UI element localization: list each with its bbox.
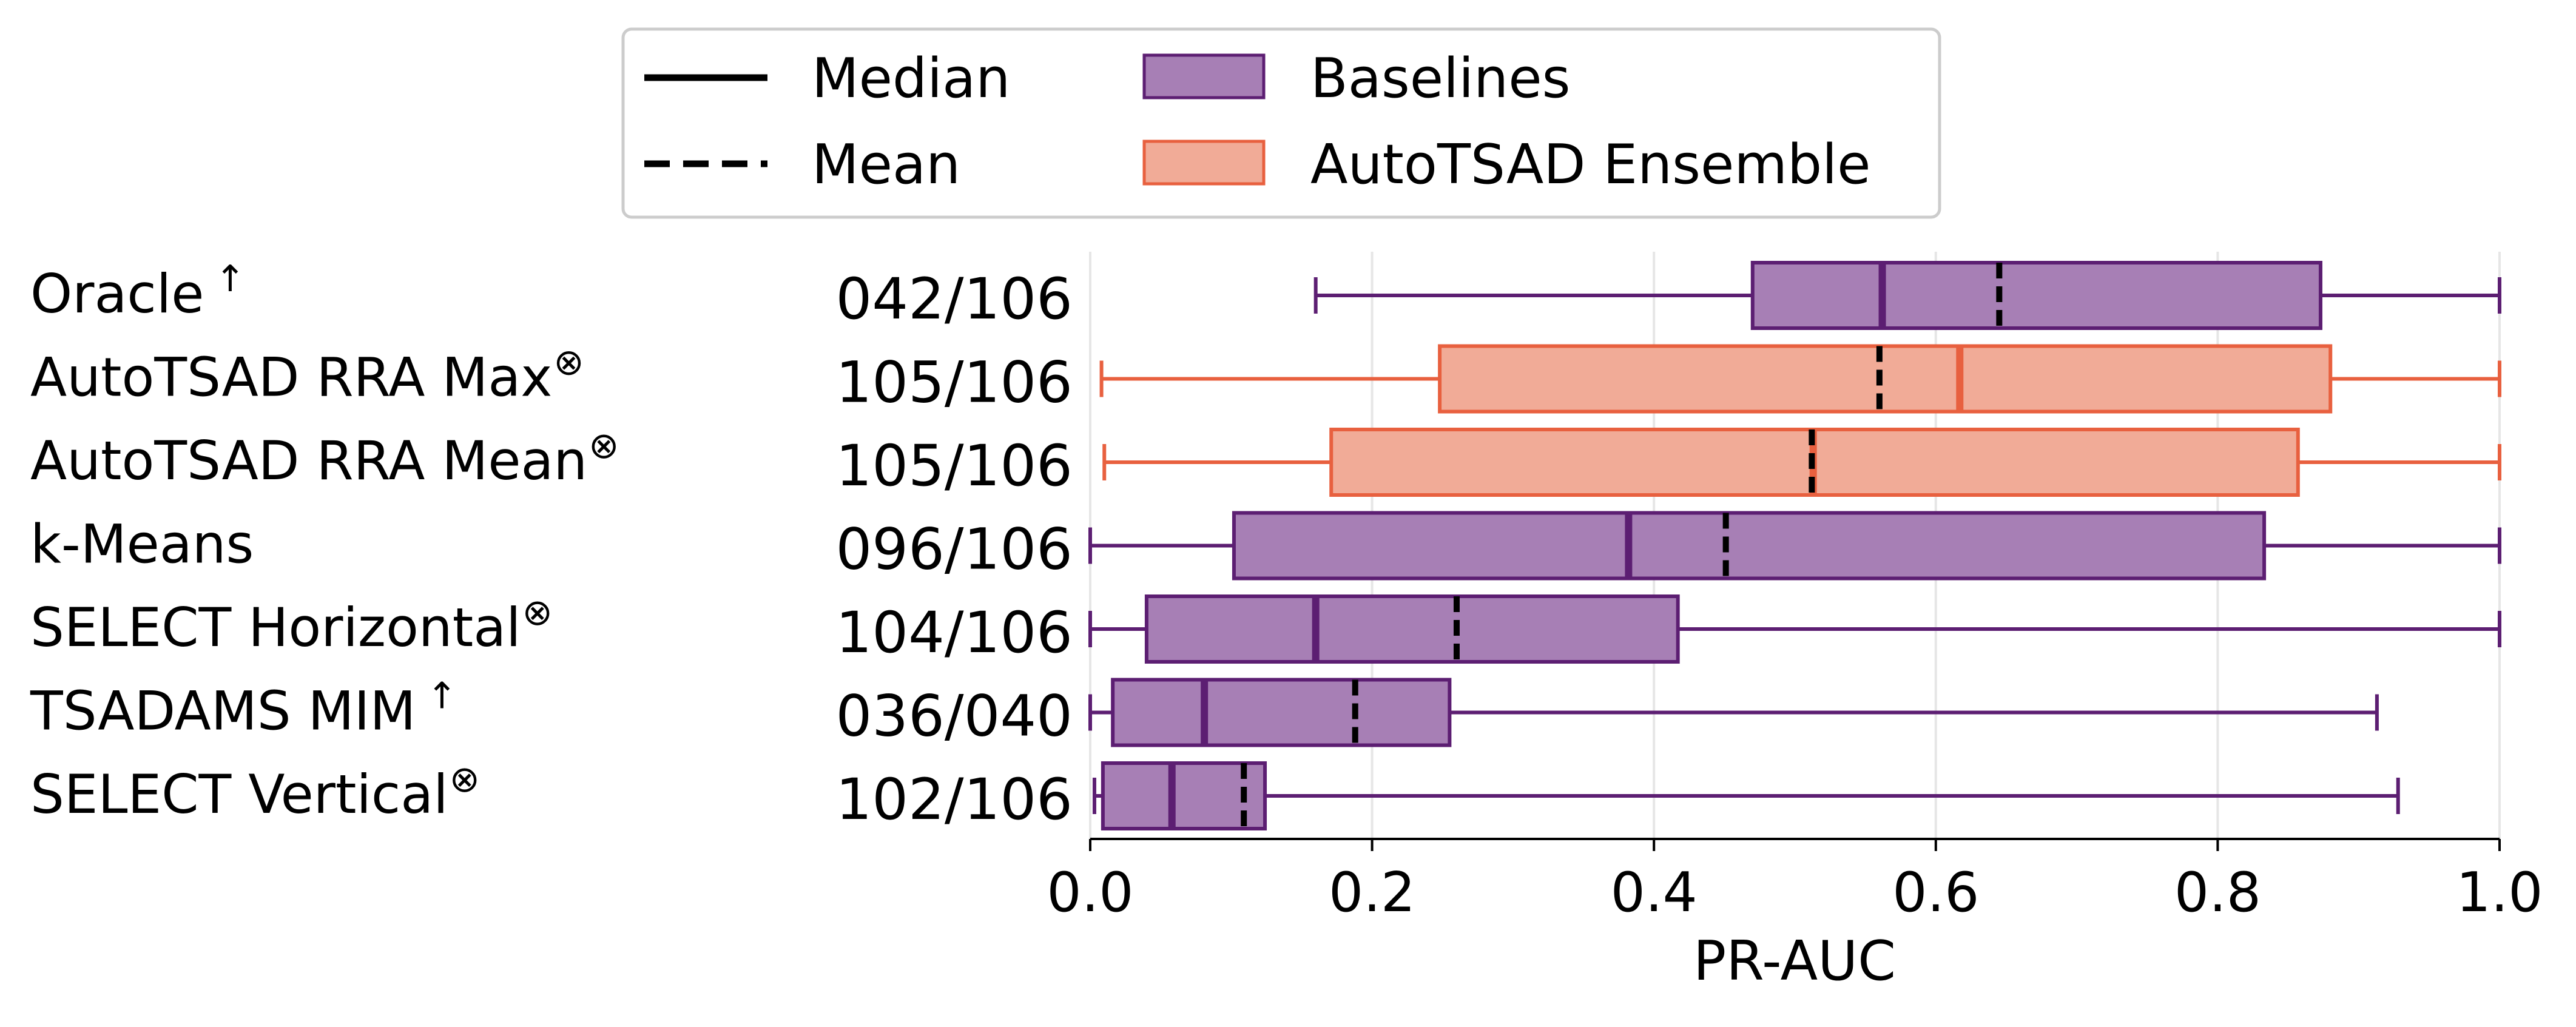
row-label-text: k-Means (30, 513, 254, 576)
row-count: 105/106 (835, 433, 1073, 499)
x-tick-label: 0.4 (1611, 861, 1698, 924)
iqr-box (1750, 261, 2322, 330)
legend-mean-label: Mean (812, 133, 960, 197)
row-count: 105/106 (835, 350, 1073, 416)
row-label-marker: ↑ (215, 258, 245, 300)
row-count: 042/106 (835, 266, 1073, 332)
row-label-text: AutoTSAD RRA Mean (30, 429, 587, 492)
box-3 (1088, 511, 2501, 581)
row-count: 102/106 (835, 767, 1073, 833)
row-label-text: SELECT Horizontal (30, 596, 521, 659)
legend-ensemble-label: AutoTSAD Ensemble (1310, 133, 1871, 197)
x-tick-label: 0.0 (1047, 861, 1133, 924)
legend-median-label: Median (812, 47, 1010, 110)
iqr-box (1111, 678, 1452, 747)
row-count: 036/040 (835, 684, 1073, 750)
x-tick-label: 0.2 (1329, 861, 1415, 924)
iqr-box (1101, 761, 1267, 830)
row-label: k-Means (30, 513, 254, 576)
row-label: SELECT Horizontal⊗ (30, 591, 553, 659)
x-tick-label: 1.0 (2456, 861, 2543, 924)
box-plot-area (1088, 261, 2501, 830)
box-1 (1099, 344, 2501, 414)
row-count: 096/106 (835, 517, 1073, 583)
row-label-text: AutoTSAD RRA Max (30, 346, 552, 409)
box-6 (1092, 761, 2400, 830)
legend-baselines-label: Baselines (1310, 47, 1570, 110)
row-label-text: Oracle (30, 263, 204, 325)
row-label-marker: ⊗ (522, 591, 553, 634)
row-label-text: TSADAMS MIM (30, 680, 416, 742)
iqr-box (1144, 594, 1680, 664)
box-5 (1088, 678, 2379, 747)
x-tick-label: 0.6 (1892, 861, 1979, 924)
box-2 (1102, 428, 2501, 497)
x-axis: PR-AUC 0.0 0.2 0.4 0.6 0.8 1.0 (1047, 838, 2543, 993)
row-label-marker: ⊗ (553, 342, 584, 384)
iqr-box (1232, 511, 2267, 581)
x-tick-label: 0.8 (2174, 861, 2261, 924)
row-label-marker: ↑ (427, 675, 457, 718)
row-label-marker: ⊗ (588, 425, 619, 467)
x-axis-label: PR-AUC (1693, 929, 1896, 993)
legend-baselines-swatch (1142, 53, 1266, 99)
row-label: TSADAMS MIM ↑ (30, 675, 457, 742)
row-label: AutoTSAD RRA Mean⊗ (30, 425, 619, 492)
row-label: SELECT Vertical⊗ (30, 758, 480, 826)
row-label-text: SELECT Vertical (30, 763, 448, 826)
row-label: AutoTSAD RRA Max⊗ (30, 342, 584, 409)
box-4 (1088, 594, 2501, 664)
legend-frame (621, 27, 1941, 219)
row-label: Oracle ↑ (30, 258, 246, 325)
box-0 (1313, 261, 2501, 330)
legend: Median Mean Baselines AutoTSAD Ensemble (621, 27, 1941, 219)
row-count: 104/106 (835, 600, 1073, 666)
iqr-box (1438, 344, 2333, 414)
row-label-marker: ⊗ (450, 758, 480, 801)
legend-ensemble-swatch (1142, 140, 1266, 186)
